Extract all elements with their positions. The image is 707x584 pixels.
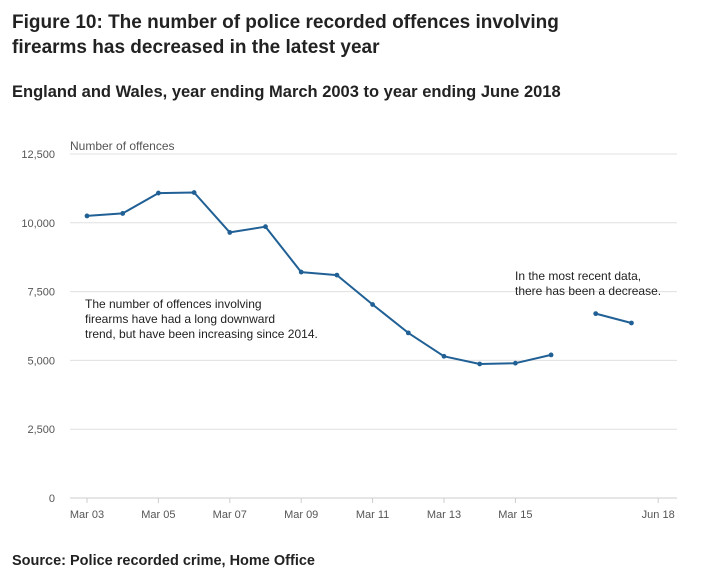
- annotations: The number of offences involving firearms…: [85, 269, 661, 341]
- data-point: [593, 311, 599, 317]
- x-tick-label: Mar 07: [213, 509, 247, 521]
- data-point: [263, 224, 268, 230]
- data-point: [513, 360, 518, 366]
- chart-title: Figure 10: The number of police recorded…: [12, 12, 559, 58]
- data-series: [84, 190, 634, 367]
- y-tick-label: 0: [49, 493, 55, 505]
- y-axis-ticks: 0 2,500 5,000 7,500 10,000 12,500: [21, 149, 55, 505]
- series-line: [595, 312, 632, 324]
- gridlines: [70, 153, 677, 499]
- y-axis-label: Number of offences: [70, 139, 175, 153]
- x-tick-label: Jun 18: [642, 509, 675, 521]
- y-tick-label: 2,500: [27, 424, 55, 436]
- x-axis-ticks: Mar 03 Mar 05 Mar 07 Mar 09 Mar 11 Mar 13 Mar …: [70, 498, 675, 521]
- x-tick-label: Mar 03: [70, 509, 104, 521]
- data-point: [227, 230, 233, 235]
- source-note: Source: Police recorded crime, Home Offi…: [12, 553, 315, 569]
- data-point: [629, 320, 634, 326]
- x-tick-label: Mar 11: [356, 509, 389, 521]
- x-tick-label: Mar 05: [141, 509, 175, 521]
- x-tick-label: Mar 15: [498, 509, 532, 521]
- x-tick-label: Mar 13: [427, 509, 461, 521]
- series-line: [86, 191, 552, 365]
- data-point: [334, 272, 340, 278]
- x-tick-label: Mar 09: [284, 509, 318, 521]
- data-point: [370, 302, 375, 307]
- y-tick-label: 12,500: [21, 149, 55, 161]
- data-point: [84, 213, 90, 219]
- data-point: [191, 190, 197, 195]
- data-point: [298, 269, 304, 275]
- data-point: [477, 361, 483, 367]
- data-point: [156, 190, 161, 196]
- y-tick-label: 5,000: [27, 355, 55, 367]
- chart-subtitle: England and Wales, year ending March 200…: [12, 83, 561, 101]
- data-point: [548, 352, 554, 358]
- data-point: [405, 330, 411, 336]
- annotation-text: The number of offences involving firearms…: [85, 297, 318, 341]
- y-tick-label: 10,000: [21, 218, 55, 230]
- y-tick-label: 7,500: [27, 287, 55, 299]
- annotation-text: In the most recent data, there has been a…: [515, 269, 661, 298]
- line-chart: 0 2,500 5,000 7,500 10,000 12,500 Number of o…: [21, 139, 677, 521]
- data-point: [441, 353, 447, 359]
- data-point: [120, 211, 126, 216]
